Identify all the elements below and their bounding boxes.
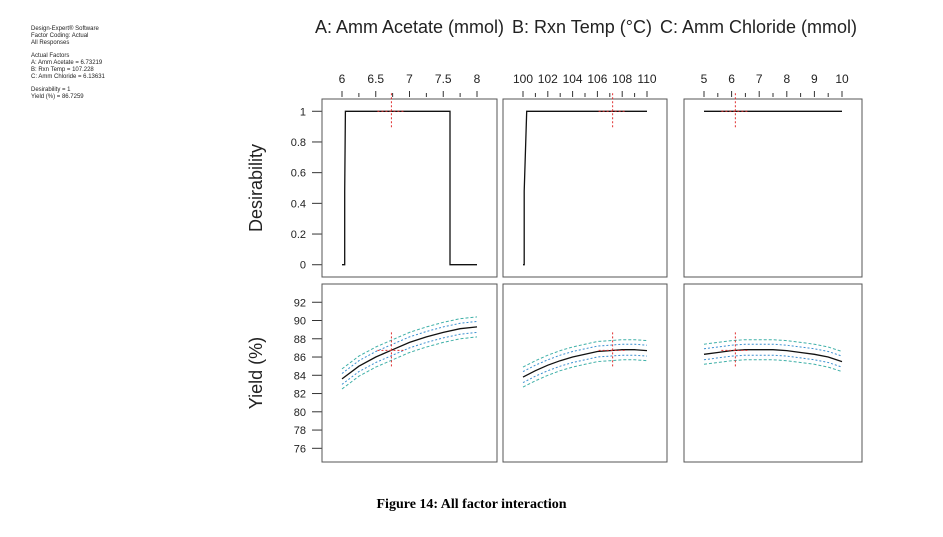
y-tick-label: 84 — [294, 370, 306, 382]
factor-a-header: A: Amm Acetate (mmol) — [315, 17, 505, 37]
x-tick-label: 106 — [587, 72, 607, 86]
y-tick-label: 90 — [294, 316, 306, 328]
response-curve — [523, 110, 647, 266]
y-tick-label: 82 — [294, 389, 306, 401]
x-tick-label: 110 — [637, 72, 656, 86]
x-tick-label: 6 — [728, 72, 735, 86]
responses-label: All Responses — [31, 40, 70, 46]
confidence-band-inner — [522, 354, 648, 384]
confidence-band-inner — [703, 354, 843, 368]
confidence-band-inner — [703, 343, 843, 357]
y-tick-label: 0.4 — [291, 198, 306, 210]
plot-panel-frame — [502, 98, 668, 278]
response-axis-label: Yield (%) — [246, 337, 266, 409]
actual-factor-c: C: Amm Chloride = 6.13631 — [31, 74, 105, 80]
y-tick-label: 88 — [294, 334, 306, 346]
confidence-band-outer — [522, 359, 648, 388]
desirability-value: Desirability = 1 — [31, 87, 71, 93]
x-tick-label: 9 — [811, 72, 818, 86]
response-axis-label: Desirability — [246, 144, 266, 232]
confidence-band-outer — [341, 316, 478, 370]
y-tick-label: 92 — [294, 297, 306, 309]
factor-headers: A: Amm Acetate (mmol) B: Rxn Temp (°C) C: … — [315, 17, 865, 38]
confidence-band-inner — [341, 320, 478, 374]
x-tick-label: 7 — [756, 72, 763, 86]
response-curve — [522, 349, 648, 378]
x-tick-label: 10 — [835, 72, 849, 86]
confidence-band-outer — [341, 336, 478, 390]
confidence-band-outer — [522, 339, 648, 368]
confidence-band-outer — [703, 339, 843, 352]
x-tick-label: 7.5 — [435, 72, 452, 86]
y-tick-label: 86 — [294, 352, 306, 364]
x-tick-label: 102 — [538, 72, 558, 86]
x-tick-label: 108 — [612, 72, 632, 86]
confidence-band-inner — [522, 343, 648, 373]
x-tick-label: 100 — [513, 72, 533, 86]
x-tick-label: 8 — [783, 72, 790, 86]
plot-panel-frame — [321, 98, 498, 278]
figure-caption: Figure 14: All factor interaction — [376, 497, 567, 512]
y-tick-label: 0.2 — [291, 229, 306, 241]
plot-panel-frame — [683, 98, 863, 278]
response-curve — [342, 110, 477, 266]
y-tick-label: 0 — [300, 260, 306, 272]
factor-coding-label: Factor Coding: Actual — [31, 33, 89, 39]
y-tick-label: 76 — [294, 443, 306, 455]
plot-panel-frame — [321, 283, 498, 463]
y-tick-label: 78 — [294, 425, 306, 437]
response-curve — [703, 349, 843, 363]
factor-b-header: B: Rxn Temp (°C) — [512, 17, 652, 37]
x-tick-label: 7 — [406, 72, 413, 86]
y-tick-label: 0.8 — [291, 137, 306, 149]
y-tick-label: 1 — [300, 106, 306, 118]
x-tick-label: 104 — [563, 72, 583, 86]
confidence-band-outer — [703, 359, 843, 373]
actual-factor-a: A: Amm Acetate = 6.73219 — [31, 60, 103, 66]
response-curve — [341, 326, 478, 380]
factor-interaction-chart: 6 6.5 7 7.5 8 100 102 104 106 108 110 5 6 7 8 9 10Desira… — [246, 72, 863, 463]
actual-factors-title: Actual Factors — [31, 53, 70, 59]
x-tick-label: 6.5 — [367, 72, 384, 86]
y-tick-label: 0.6 — [291, 168, 306, 180]
confidence-band-inner — [341, 331, 478, 385]
x-tick-label: 8 — [474, 72, 481, 86]
x-tick-label: 6 — [339, 72, 346, 86]
plot-panel-frame — [683, 283, 863, 463]
plot-panel-frame — [502, 283, 668, 463]
actual-factor-b: B: Rxn Temp = 107.228 — [31, 67, 94, 73]
factor-c-header: C: Amm Chloride (mmol) — [659, 17, 857, 37]
settings-panel: Design-Expert® Software Factor Coding: A… — [31, 26, 201, 101]
yield-value: Yield (%) = 86.7259 — [31, 94, 84, 100]
x-tick-label: 5 — [701, 72, 708, 86]
y-tick-label: 80 — [294, 407, 306, 419]
software-label: Design-Expert® Software — [31, 26, 99, 32]
